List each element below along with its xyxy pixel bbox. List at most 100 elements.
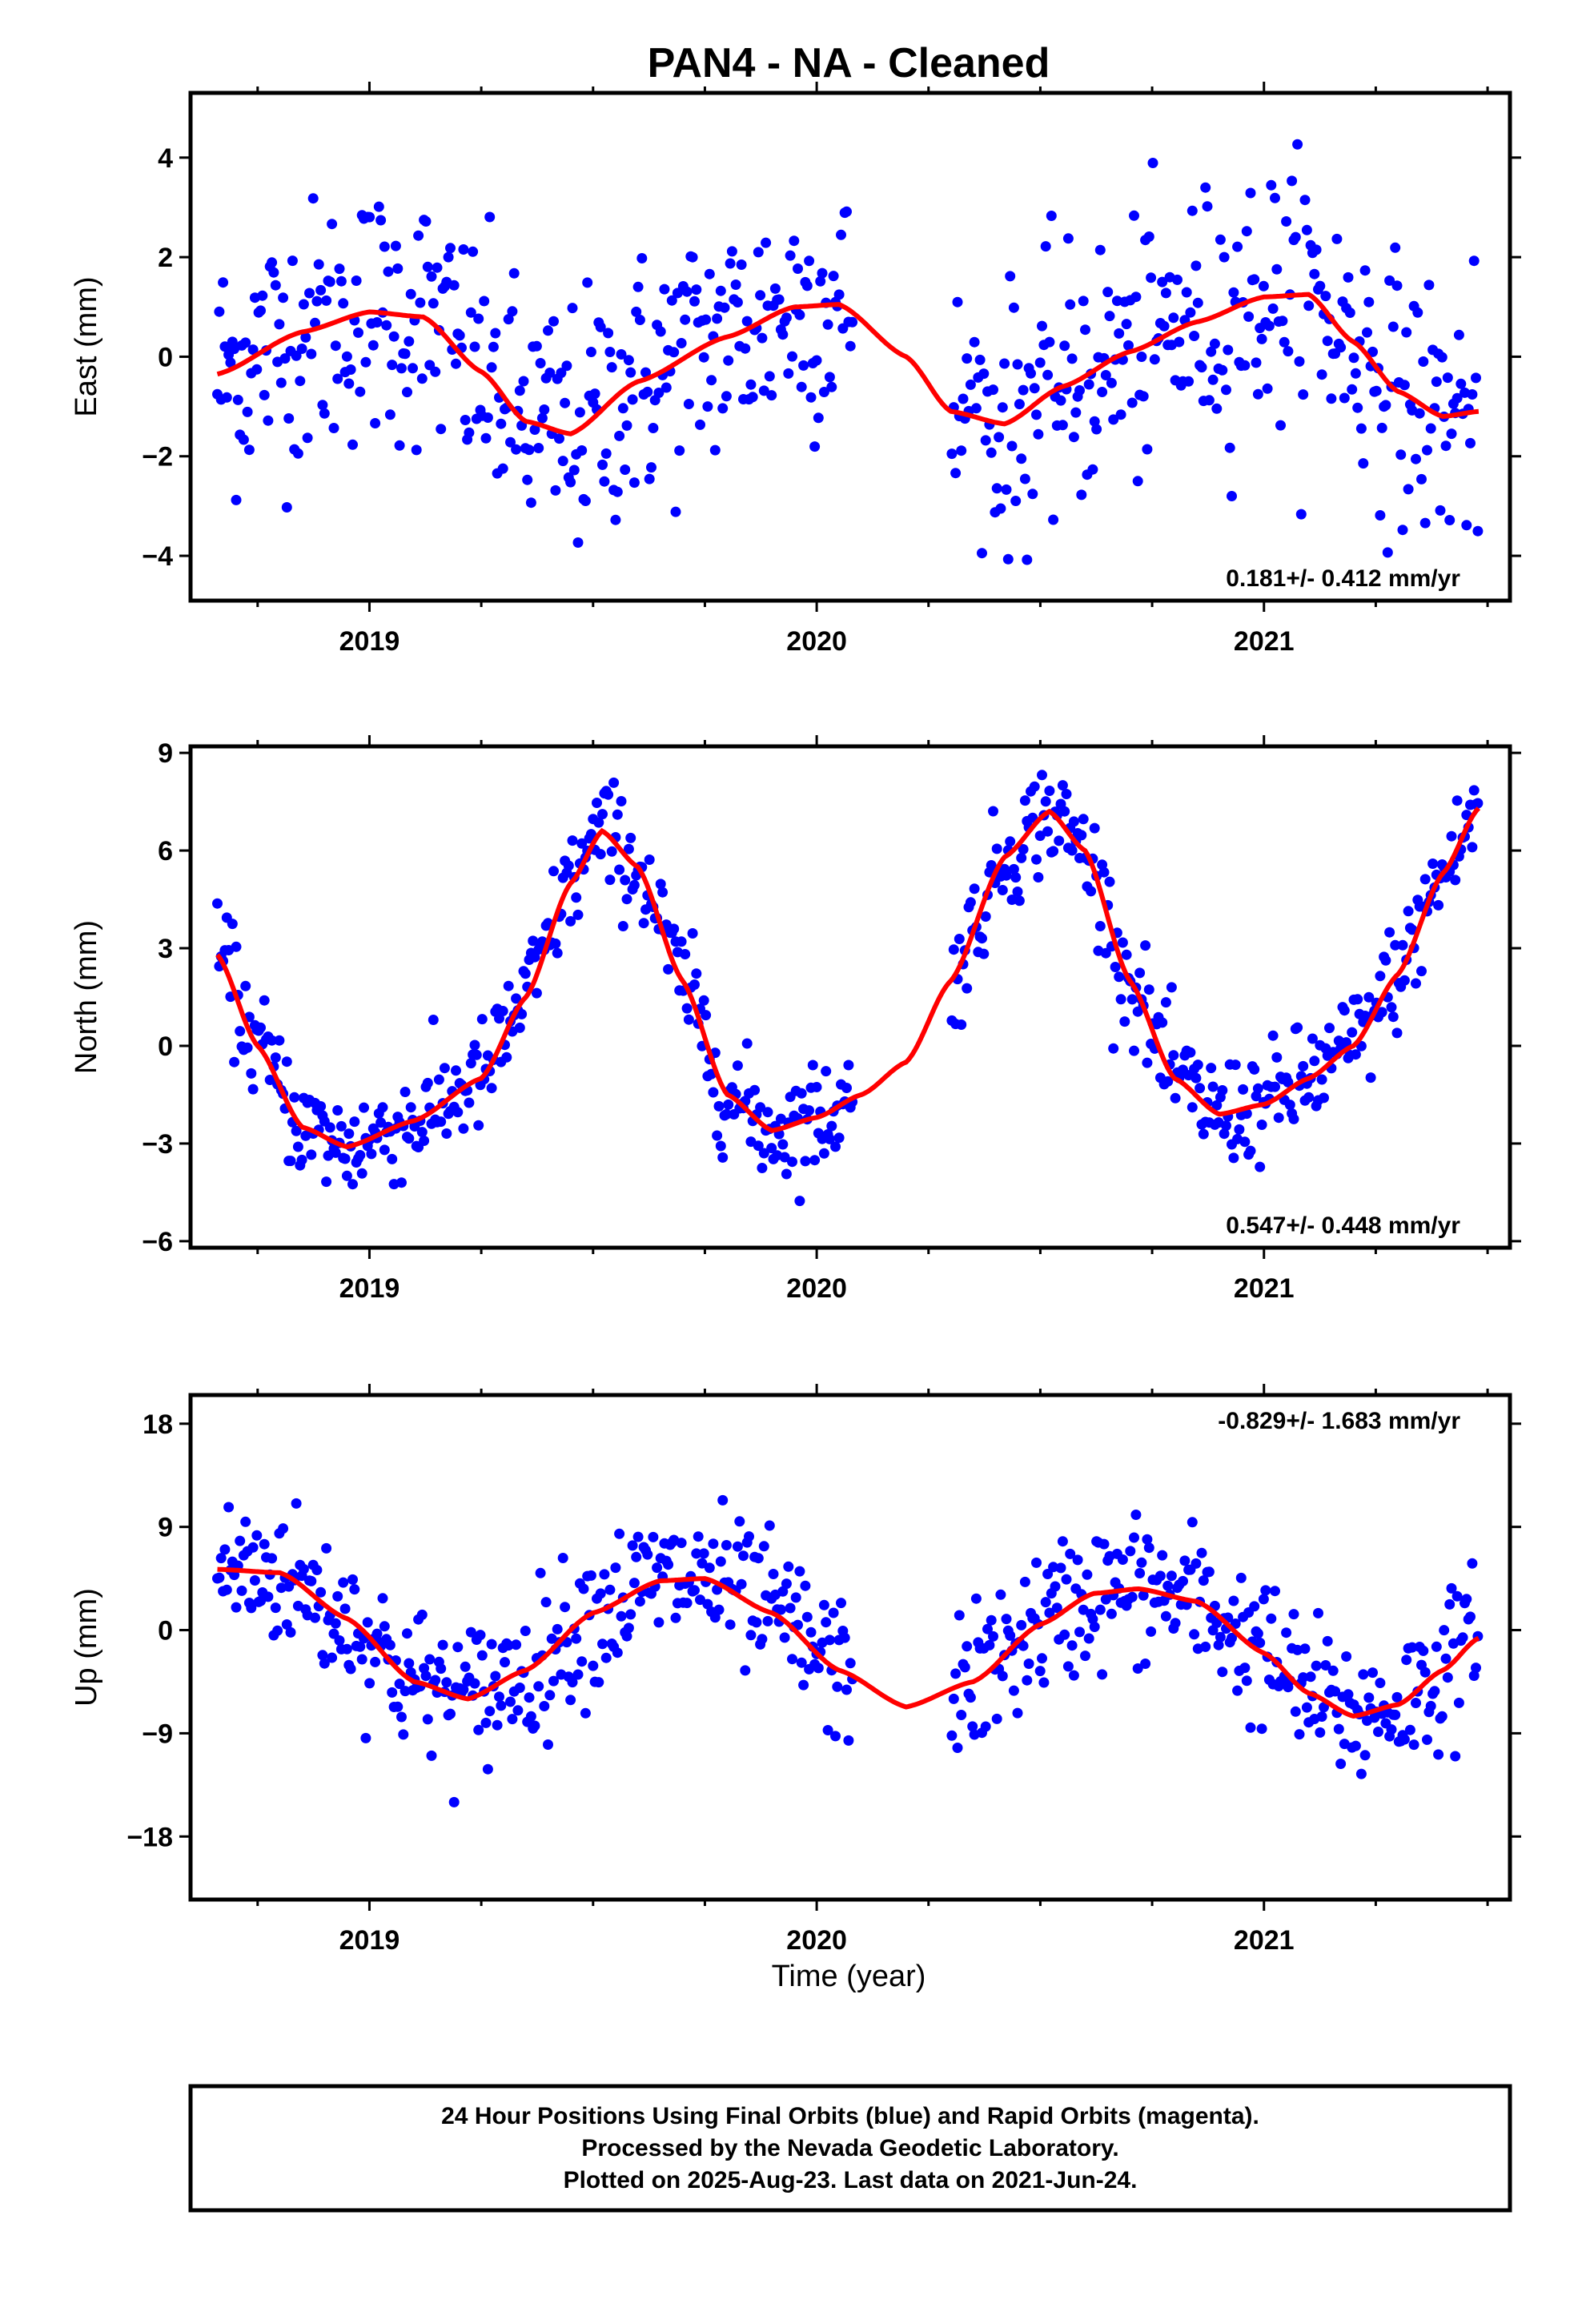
north-points xyxy=(212,770,1484,1207)
data-point xyxy=(307,193,319,204)
data-point xyxy=(833,1132,845,1144)
data-point xyxy=(1174,336,1185,348)
data-point xyxy=(543,1739,553,1750)
data-point xyxy=(766,1143,777,1154)
data-point xyxy=(469,1039,480,1051)
data-point xyxy=(1080,1651,1090,1662)
data-point xyxy=(296,344,307,354)
data-point xyxy=(841,206,852,217)
data-point xyxy=(452,1107,464,1118)
data-point xyxy=(648,1531,659,1542)
data-point xyxy=(1399,380,1410,391)
data-point xyxy=(747,392,758,403)
data-point xyxy=(1339,1005,1350,1016)
data-point xyxy=(1166,1570,1177,1582)
data-point xyxy=(373,201,384,212)
data-point xyxy=(332,1590,343,1602)
data-point xyxy=(839,1632,850,1643)
data-point xyxy=(1228,1152,1239,1164)
data-point xyxy=(1305,1671,1316,1683)
data-point xyxy=(836,229,846,240)
data-point xyxy=(751,1617,762,1628)
data-point xyxy=(962,353,973,364)
data-point xyxy=(1270,192,1280,203)
data-point xyxy=(225,357,236,368)
data-point xyxy=(1115,409,1126,420)
data-point xyxy=(311,296,323,307)
data-point xyxy=(268,267,279,278)
data-point xyxy=(732,1060,743,1072)
data-point xyxy=(585,829,596,840)
data-point xyxy=(1207,374,1219,385)
data-point xyxy=(1117,937,1128,948)
data-point xyxy=(1422,1734,1432,1745)
data-point xyxy=(287,255,298,267)
data-point xyxy=(396,1177,407,1188)
data-point xyxy=(681,286,693,297)
data-point xyxy=(956,445,967,456)
data-point xyxy=(680,314,691,325)
data-point xyxy=(779,1632,790,1643)
data-point xyxy=(525,1711,536,1722)
data-point xyxy=(1352,402,1363,413)
data-point xyxy=(623,355,634,366)
data-point xyxy=(338,298,349,309)
data-point xyxy=(445,243,456,254)
data-point xyxy=(402,1628,412,1639)
data-point xyxy=(713,1604,725,1615)
data-point xyxy=(1198,1575,1209,1586)
data-point xyxy=(572,537,584,548)
data-point xyxy=(1350,1740,1361,1751)
data-point xyxy=(1044,1607,1055,1618)
data-point xyxy=(995,1589,1006,1600)
data-point xyxy=(1223,344,1234,356)
data-point xyxy=(617,403,628,414)
data-point xyxy=(1001,870,1012,881)
data-point xyxy=(520,968,531,979)
data-point xyxy=(769,283,781,294)
data-point xyxy=(315,284,327,296)
data-point xyxy=(836,1598,846,1609)
data-point xyxy=(544,368,556,378)
data-point xyxy=(674,445,685,456)
data-point xyxy=(1104,876,1115,887)
data-point xyxy=(1065,299,1076,310)
data-point xyxy=(1106,377,1117,388)
data-point xyxy=(281,1056,292,1068)
data-point xyxy=(1235,1572,1247,1583)
data-point xyxy=(1322,336,1333,347)
data-point xyxy=(627,394,638,405)
data-point xyxy=(833,289,845,300)
data-point xyxy=(952,1743,963,1753)
data-point xyxy=(1012,1707,1023,1719)
data-point xyxy=(634,1596,645,1607)
footer-line-2: Processed by the Nevada Geodetic Laborat… xyxy=(581,2135,1118,2161)
data-point xyxy=(310,317,320,328)
data-point xyxy=(441,1677,452,1688)
data-point xyxy=(708,1087,719,1098)
data-point xyxy=(1425,423,1436,434)
data-point xyxy=(302,432,313,444)
data-point xyxy=(1005,1630,1016,1641)
data-point xyxy=(1140,940,1151,951)
data-point xyxy=(488,341,499,352)
data-point xyxy=(723,355,734,366)
data-point xyxy=(715,285,726,296)
data-point xyxy=(1170,1092,1181,1104)
data-point xyxy=(1433,1749,1444,1760)
data-point xyxy=(448,279,460,291)
data-point xyxy=(1256,1120,1267,1130)
data-point xyxy=(1255,1161,1266,1172)
data-point xyxy=(628,477,640,489)
data-point xyxy=(959,1662,970,1673)
data-point xyxy=(715,1556,726,1567)
data-point xyxy=(426,271,437,282)
data-point xyxy=(243,444,255,456)
data-point xyxy=(1298,1060,1309,1072)
data-point xyxy=(753,1553,764,1564)
data-point xyxy=(794,309,805,320)
data-point xyxy=(702,401,713,412)
data-point xyxy=(1142,1057,1153,1068)
data-point xyxy=(580,496,591,506)
data-point xyxy=(1034,1666,1046,1677)
